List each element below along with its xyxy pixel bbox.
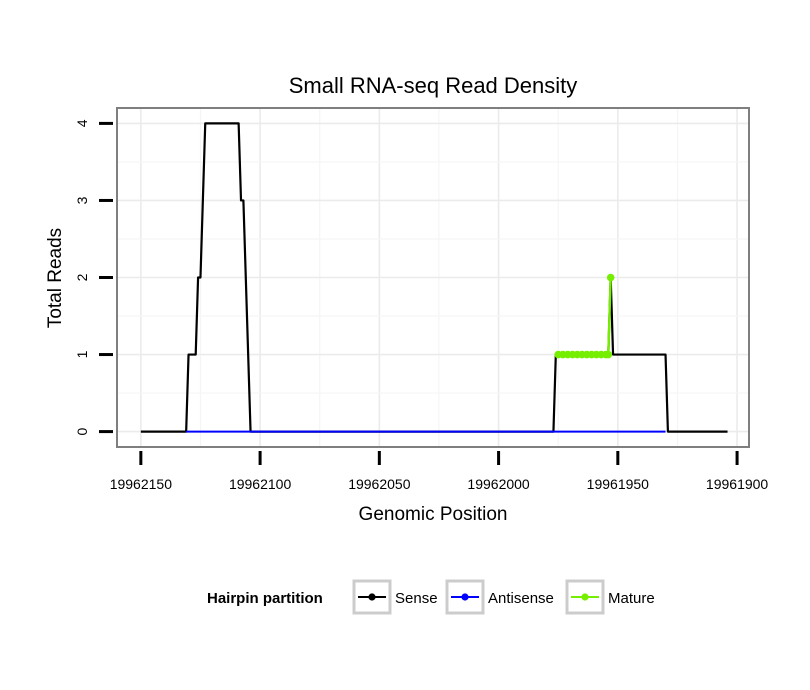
y-axis: 0 1 2 3 4 (74, 119, 113, 435)
legend-label-sense: Sense (395, 590, 438, 607)
x-tick-label: 19962150 (110, 476, 173, 492)
legend-label-antisense: Antisense (488, 590, 554, 607)
grid (117, 108, 749, 447)
legend-title: Hairpin partition (207, 590, 323, 607)
mature-point (604, 350, 613, 359)
series-layer (140, 122, 728, 433)
y-tick-label: 3 (74, 196, 90, 204)
x-tick-label: 19962050 (348, 476, 411, 492)
legend: Hairpin partition Sense Antisense Mature (207, 579, 655, 615)
panel-border (116, 107, 750, 448)
legend-key-point (368, 593, 376, 601)
legend-key-point (581, 593, 589, 601)
x-tick-label: 19961950 (587, 476, 650, 492)
legend-key-point (461, 593, 469, 601)
x-tick-label: 19961900 (706, 476, 769, 492)
y-tick-label: 0 (74, 427, 90, 435)
y-axis-label: Total Reads (45, 228, 66, 328)
legend-label-mature: Mature (608, 590, 655, 607)
y-tick-label: 1 (74, 350, 90, 358)
y-tick-label: 2 (74, 273, 90, 281)
y-tick-label: 4 (74, 119, 90, 127)
x-tick-label: 19962100 (229, 476, 292, 492)
x-axis: 19962150 19962100 19962050 19962000 19961950… (110, 451, 769, 492)
x-axis-label: Genomic Position (359, 504, 508, 525)
x-tick-label: 19962000 (467, 476, 530, 492)
mature-point (606, 273, 615, 282)
chart-title: Small RNA-seq Read Density (289, 73, 578, 98)
